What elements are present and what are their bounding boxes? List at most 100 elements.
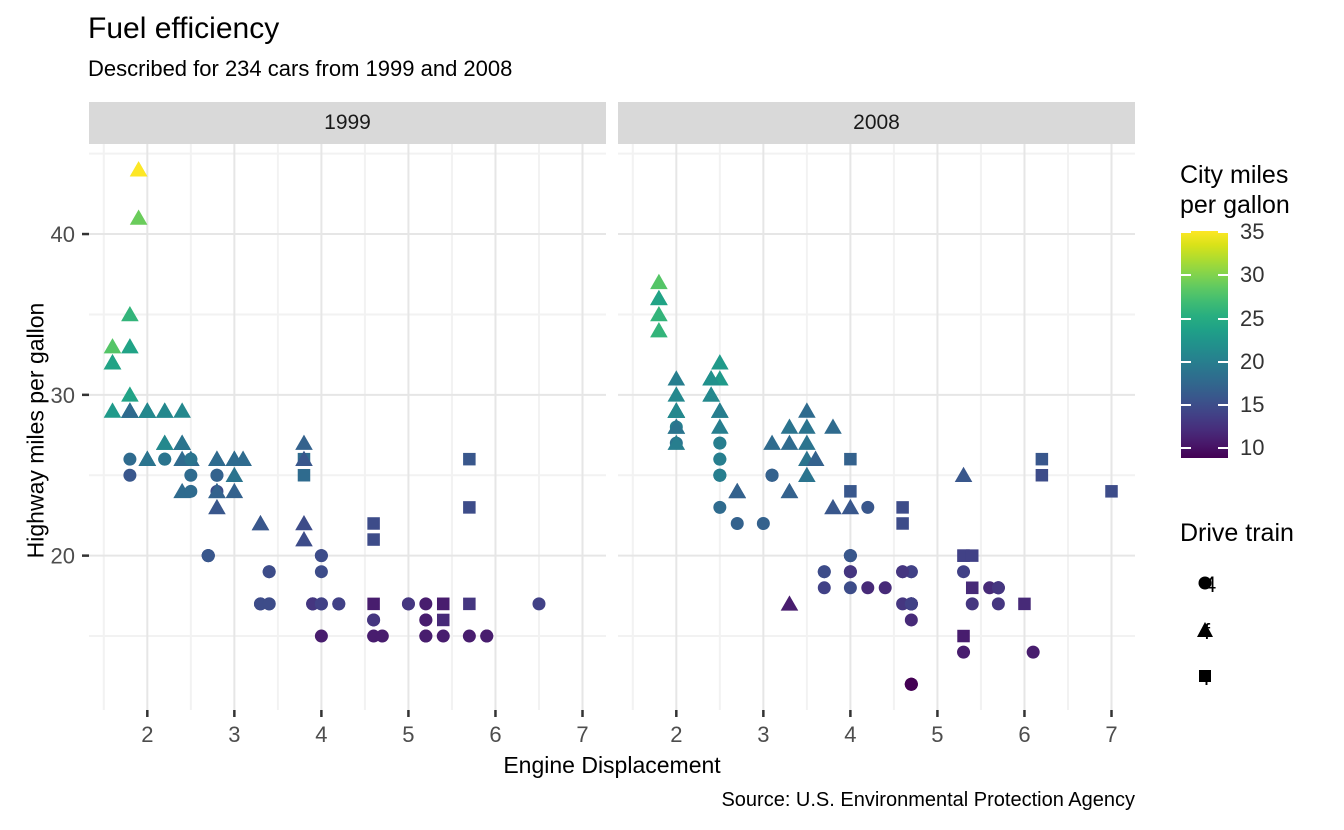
data-point-triangle [650, 305, 668, 322]
data-point-circle [713, 436, 727, 450]
data-point-circle [123, 468, 137, 482]
data-point-triangle [173, 402, 191, 418]
x-axis-tick-label: 3 [228, 722, 240, 747]
data-point-square [1105, 485, 1118, 498]
colorbar-tick-mark [1218, 317, 1228, 320]
data-point-circle [332, 597, 346, 611]
colorbar-tick-label: 25 [1240, 305, 1265, 331]
data-point-triangle [780, 418, 799, 434]
x-axis-tick-label: 7 [576, 722, 588, 747]
data-point-square [463, 597, 476, 611]
x-axis-tick-label: 6 [489, 722, 501, 747]
data-point-triangle [121, 305, 139, 322]
data-point-circle [184, 468, 198, 482]
colorbar-legend-title: City miles per gallon [1180, 161, 1290, 219]
data-point-square [297, 468, 311, 482]
colorbar-tick-mark [1181, 447, 1191, 450]
facet-strip-label: 1999 [324, 111, 371, 134]
x-axis-tick-label: 2 [670, 722, 682, 747]
data-point-triangle [702, 386, 720, 402]
data-point-circle [201, 549, 215, 563]
data-point-square [463, 501, 476, 514]
data-point-triangle [667, 402, 686, 418]
data-point-square [436, 597, 450, 611]
plot-caption: Source: U.S. Environmental Protection Ag… [721, 789, 1135, 811]
data-point-triangle [954, 466, 973, 483]
data-point-triangle [798, 434, 816, 450]
data-point-triangle [155, 402, 174, 418]
data-point-triangle [103, 354, 122, 370]
data-point-circle [817, 581, 831, 595]
facet-strip-label: 2008 [853, 111, 900, 134]
colorbar-ticks [1181, 230, 1228, 458]
colorbar-tick-mark [1218, 230, 1228, 233]
shape-legend-item-4: 4 [1188, 568, 1338, 602]
data-point-triangle [295, 434, 313, 450]
data-point-square [436, 613, 450, 627]
data-point-triangle [129, 161, 148, 177]
data-point-circle [532, 597, 546, 611]
data-point-circle [123, 452, 137, 466]
facet-strip-1999: 1999 [89, 102, 606, 144]
data-point-circle [480, 629, 494, 643]
data-point-triangle [225, 466, 244, 483]
square-glyph-icon [1199, 670, 1211, 682]
data-point-square [367, 517, 380, 530]
data-point-triangle [702, 370, 720, 386]
data-point-square [1035, 452, 1049, 466]
data-point-circle [713, 452, 727, 466]
data-point-triangle [667, 370, 686, 386]
data-point-circle [904, 613, 918, 627]
shape-legend-item-f: f [1188, 615, 1338, 649]
data-point-circle [419, 613, 433, 627]
data-point-circle [419, 629, 433, 643]
data-point-circle [878, 581, 892, 595]
data-point-circle [904, 597, 918, 611]
colorbar-tick-label: 20 [1240, 348, 1265, 374]
x-axis-title: Engine Displacement [503, 752, 721, 778]
data-point-circle [965, 597, 979, 611]
data-point-triangle [138, 450, 157, 466]
data-point-triangle [103, 338, 122, 354]
data-point-circle [367, 613, 381, 627]
colorbar-tick-mark [1181, 404, 1191, 407]
circle-glyph-icon [1198, 576, 1212, 590]
data-point-circle [314, 565, 328, 579]
data-point-square [957, 629, 970, 643]
x-axis-tick-label: 6 [1018, 722, 1030, 747]
colorbar-tick-label: 10 [1240, 435, 1265, 461]
shape-legend-title: Drive train [1180, 519, 1294, 547]
colorbar-tick-mark [1218, 404, 1228, 407]
plot-title: Fuel efficiency [88, 12, 280, 45]
data-point-triangle [650, 273, 668, 290]
colorbar-tick-mark [1181, 230, 1191, 233]
data-point-square [367, 597, 380, 611]
data-point-triangle [780, 434, 799, 450]
data-point-circle [817, 565, 831, 579]
data-point-square [896, 517, 909, 530]
data-point-circle [991, 581, 1005, 595]
data-point-circle [843, 581, 857, 595]
data-point-triangle [251, 514, 270, 531]
data-point-circle [896, 565, 910, 579]
data-point-circle [756, 516, 770, 530]
data-point-triangle [650, 289, 668, 306]
data-point-triangle [173, 434, 191, 450]
data-point-triangle [711, 402, 729, 418]
data-point-circle [262, 565, 276, 579]
colorbar-tick-mark [1181, 360, 1191, 363]
data-point-circle [957, 565, 971, 579]
data-point-circle [158, 452, 172, 466]
data-point-triangle [798, 402, 816, 418]
data-point-circle [713, 468, 727, 482]
triangle-glyph-icon [1197, 622, 1213, 637]
data-point-square [1035, 468, 1049, 482]
data-point-triangle [667, 418, 686, 434]
y-axis-tick-label: 30 [51, 383, 75, 408]
data-point-square [367, 533, 380, 546]
data-point-triangle [295, 450, 313, 466]
data-point-triangle [728, 482, 747, 499]
colorbar-tick-mark [1181, 274, 1191, 277]
data-point-triangle [155, 434, 174, 450]
